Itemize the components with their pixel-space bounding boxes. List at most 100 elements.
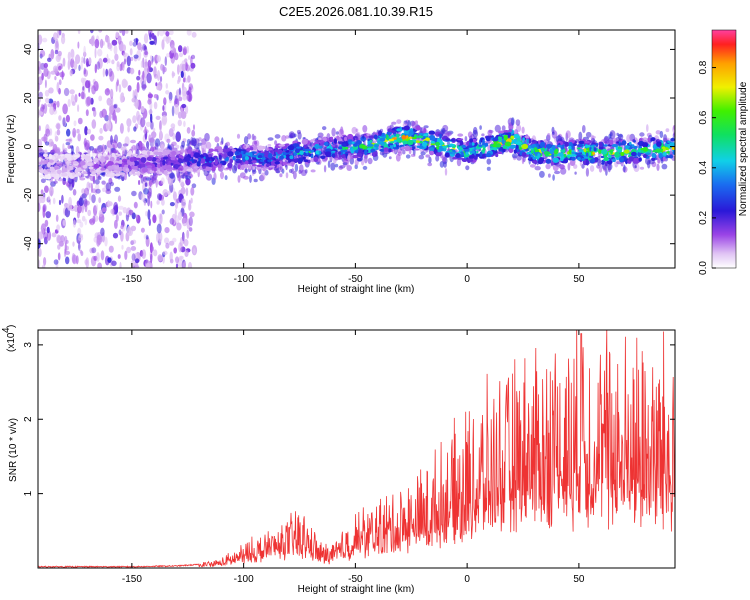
spectrogram-noise-cell (168, 179, 174, 186)
spectrogram-ridge-cell (611, 144, 618, 148)
spectrogram-ridge-cell (351, 141, 355, 144)
snr-series-line (38, 330, 675, 568)
spectrogram-ridge-cell (568, 142, 573, 147)
spectrogram-noise-cell (155, 82, 158, 87)
spectrogram-ridge-cell (482, 147, 486, 151)
spectrogram-ridge-cell (528, 153, 531, 160)
spectrogram-ridge-cell (383, 147, 389, 152)
spectrogram-noise-cell (141, 249, 147, 259)
spectrogram-halo-cell (362, 125, 368, 133)
spectrogram-halo-cell (418, 154, 425, 160)
spectrogram-noise-cell (77, 235, 84, 242)
spectrogram-ridge-cell (297, 157, 304, 162)
spectrogram-halo-cell (660, 156, 664, 164)
spectrogram-ridge-cell (656, 141, 662, 148)
spectrogram-noise-cell (66, 128, 71, 137)
spectrogram-halo-cell (539, 170, 545, 178)
spectrogram-noise-cell (172, 191, 177, 201)
spectrogram-noise-cell (50, 49, 55, 60)
spectrogram-noise-cell (175, 256, 180, 264)
spectrogram-noise-cell (87, 209, 92, 217)
spectrogram-halo-cell (91, 188, 97, 194)
spectrogram-noise-cell (131, 253, 136, 262)
spectrogram-halo-cell (274, 140, 278, 146)
spectrogram-y-tick-label: 0 (23, 143, 34, 149)
spectrogram-halo-cell (618, 134, 623, 138)
spectrogram-ridge-cell (45, 159, 48, 165)
spectrogram-noise-cell (190, 62, 196, 69)
spectrogram-noise-cell (77, 117, 83, 125)
spectrogram-ridge-cell (367, 143, 374, 147)
spectrogram-ridge-cell (569, 160, 576, 166)
spectrogram-noise-cell (55, 214, 59, 222)
spectrogram-noise-cell (112, 232, 119, 239)
spectrogram-halo-cell (285, 135, 290, 139)
spectrogram-noise-cell (129, 67, 135, 75)
spectrogram-noise-cell (100, 250, 105, 261)
spectrogram-ridge-cell (205, 162, 211, 165)
spectrogram-ridge-cell (324, 151, 332, 156)
spectrogram-noise-cell (62, 117, 66, 127)
spectrogram-ridge-cell (515, 141, 522, 146)
snr-y-scale-label: (x10 (6, 332, 17, 352)
spectrogram-ridge-cell (260, 168, 264, 171)
spectrogram-halo-cell (552, 174, 555, 181)
spectrogram-halo-cell (657, 158, 660, 164)
spectrogram-noise-cell (47, 195, 51, 201)
spectrogram-noise-cell (132, 239, 137, 245)
spectrogram-ridge-cell (585, 152, 589, 157)
spectrogram-halo-cell (84, 187, 90, 196)
spectrogram-noise-cell (137, 42, 142, 51)
spectrogram-noise-cell (46, 226, 50, 234)
spectrogram-noise-cell (104, 236, 108, 247)
spectrogram-ridge-cell (237, 164, 241, 170)
spectrogram-noise-cell (91, 247, 97, 254)
spectrogram-noise-cell (180, 256, 183, 262)
spectrogram-ridge-cell (577, 156, 581, 161)
spectrogram-ridge-cell (401, 127, 404, 130)
spectrogram-halo-cell (267, 137, 274, 141)
spectrogram-ridge-cell (166, 164, 173, 170)
chart-title: C2E5.2026.081.10.39.R15 (279, 4, 433, 19)
spectrogram-ridge-cell (282, 161, 287, 166)
spectrogram-noise-cell (180, 111, 187, 119)
spectrogram-ridge-cell (388, 143, 394, 146)
spectrogram-noise-cell (180, 186, 186, 195)
spectrogram-ridge-cell (141, 150, 148, 155)
spectrogram-halo-cell (327, 160, 331, 168)
spectrogram-noise-cell (138, 180, 141, 185)
spectrogram-ridge-cell (177, 159, 185, 163)
spectrogram-halo-cell (330, 162, 336, 171)
spectrogram-halo-cell (121, 176, 125, 181)
spectrogram-noise-cell (159, 76, 163, 83)
spectrogram-ridge-cell (72, 172, 75, 176)
spectrogram-noise-cell (63, 87, 70, 97)
spectrogram-noise-cell (186, 229, 190, 239)
spectrogram-ridge-cell (289, 155, 294, 160)
spectrogram-noise-cell (151, 131, 157, 139)
spectrogram-halo-cell (114, 186, 121, 192)
spectrogram-noise-cell (186, 30, 192, 36)
spectrogram-ridge-cell (378, 130, 383, 136)
spectrogram-noise-cell (191, 129, 196, 137)
spectrogram-noise-cell (163, 36, 168, 42)
spectrogram-noise-cell (56, 82, 60, 93)
spectrogram-noise-cell (166, 53, 170, 58)
spectrogram-noise-cell (152, 214, 157, 224)
spectrogram-halo-cell (515, 119, 521, 126)
spectrogram-ridge-cell (198, 157, 202, 161)
spectrogram-noise-cell (77, 104, 80, 112)
spectrogram-ridge-cell (638, 157, 642, 162)
spectrogram-noise-cell (67, 203, 73, 211)
spectrogram-noise-cell (96, 234, 102, 246)
spectrogram-halo-cell (567, 162, 571, 171)
spectrogram-halo-cell (285, 172, 289, 179)
spectrogram-noise-cell (115, 214, 119, 222)
spectrogram-ridge-cell (385, 133, 389, 140)
spectrogram-ridge-cell (598, 148, 602, 154)
spectrogram-halo-cell (200, 142, 207, 152)
spectrogram-noise-cell (178, 242, 183, 253)
spectrogram-noise-cell (157, 254, 163, 262)
spectrogram-halo-cell (456, 158, 462, 167)
spectrogram-halo-cell (338, 129, 345, 137)
